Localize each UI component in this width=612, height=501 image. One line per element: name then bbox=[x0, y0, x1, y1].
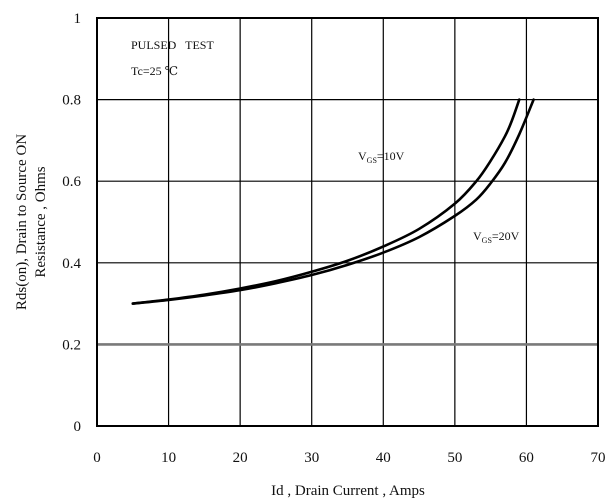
y-tick-label: 1 bbox=[74, 11, 82, 27]
y-tick-label: 0 bbox=[74, 419, 82, 435]
y-axis-title: Rds(on), Drain to Source ON Resistance ,… bbox=[14, 134, 49, 310]
x-tick-label: 30 bbox=[304, 450, 319, 466]
test-conditions-note: PULSED TEST Tc=25 ℃ bbox=[131, 38, 214, 78]
note-pulsed-test: PULSED TEST bbox=[131, 38, 214, 52]
tick-labels: 0 10 20 30 40 50 60 70 0 0.2 0.4 0.6 0.8 1 bbox=[62, 11, 605, 466]
y-axis-title-line2: Resistance , Ohms bbox=[33, 166, 49, 277]
y-tick-label: 0.2 bbox=[62, 337, 81, 353]
x-tick-label: 10 bbox=[161, 450, 176, 466]
series-label-vgs-20v-subscript: GS bbox=[482, 236, 492, 245]
x-axis-title: Id , Drain Current , Amps bbox=[271, 483, 425, 499]
series-lines bbox=[131, 98, 535, 305]
series-label-vgs-10v-prefix: V bbox=[358, 149, 367, 163]
x-tick-label: 20 bbox=[233, 450, 248, 466]
y-tick-label: 0.8 bbox=[62, 93, 81, 109]
y-tick-label: 0.6 bbox=[62, 174, 81, 190]
y-tick-label: 0.4 bbox=[62, 256, 81, 272]
plot-frame bbox=[96, 17, 599, 427]
note-case-temperature: Tc=25 ℃ bbox=[131, 64, 178, 78]
series-label-vgs-20v-prefix: V bbox=[473, 229, 482, 243]
series-label-vgs-20v-suffix: =20V bbox=[492, 229, 520, 243]
series-label-vgs-10v-suffix: =10V bbox=[377, 149, 405, 163]
grid-lines bbox=[97, 18, 598, 426]
series-label-vgs-20v: VGS=20V bbox=[473, 229, 520, 245]
x-tick-label: 40 bbox=[376, 450, 391, 466]
x-tick-label: 60 bbox=[519, 450, 534, 466]
series-line-vgs-10v bbox=[131, 98, 521, 305]
x-tick-label: 0 bbox=[93, 450, 101, 466]
series-label-vgs-10v-subscript: GS bbox=[367, 156, 377, 165]
series-line-vgs-20v bbox=[131, 98, 535, 305]
y-axis-title-line1: Rds(on), Drain to Source ON bbox=[14, 134, 30, 310]
x-tick-label: 70 bbox=[591, 450, 606, 466]
x-tick-label: 50 bbox=[447, 450, 462, 466]
series-label-vgs-10v: VGS=10V bbox=[358, 149, 405, 165]
